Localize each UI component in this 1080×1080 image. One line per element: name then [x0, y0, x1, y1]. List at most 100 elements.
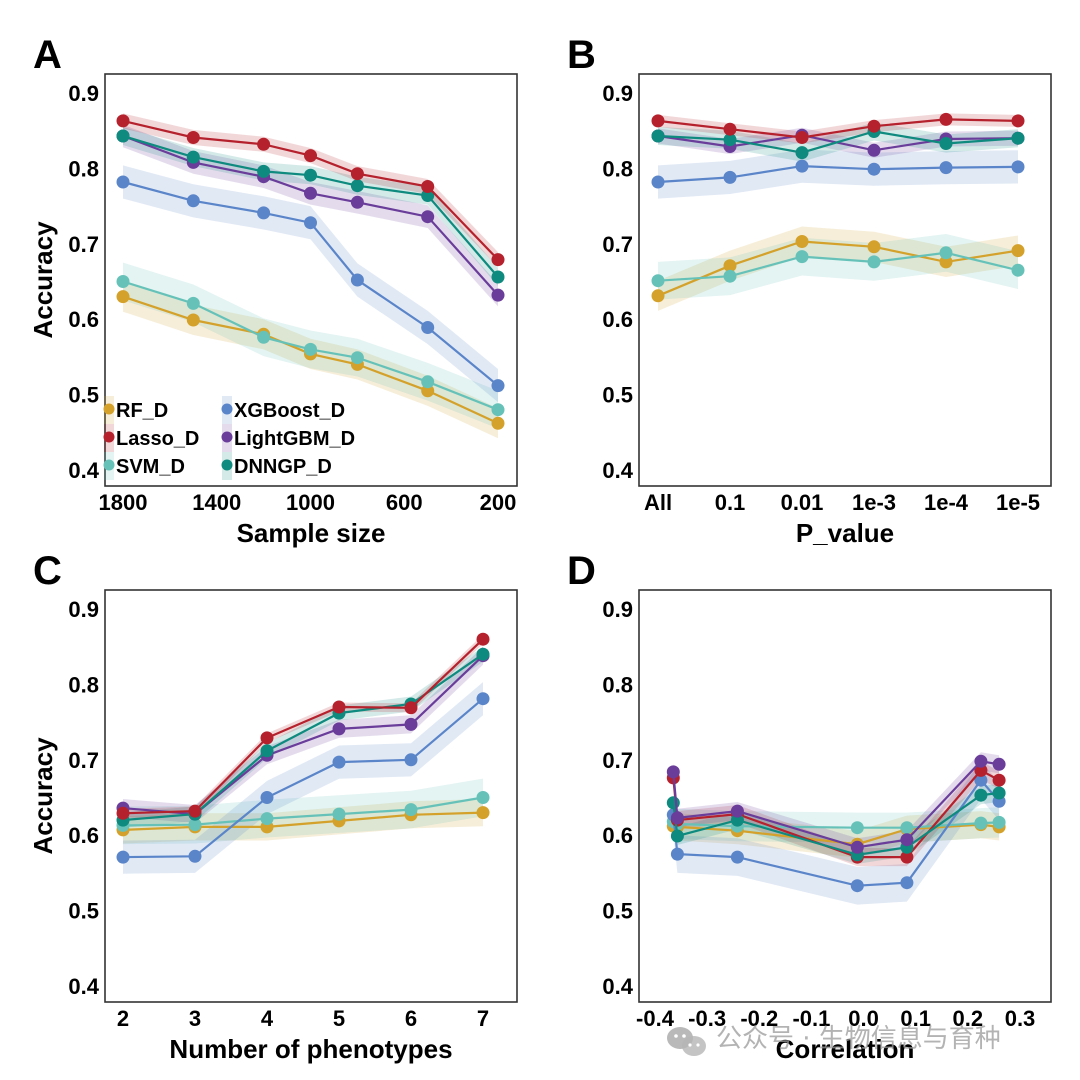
- legend-label: DNNGP_D: [234, 456, 332, 478]
- data-point: [421, 189, 435, 202]
- data-point: [867, 255, 881, 269]
- data-point: [867, 240, 881, 254]
- legend-label: SVM_D: [116, 456, 185, 478]
- data-point: [186, 296, 200, 310]
- data-point: [257, 164, 271, 178]
- data-point: [186, 194, 200, 208]
- data-point: [350, 195, 364, 209]
- data-point: [795, 131, 809, 144]
- x-tick-label: 3: [189, 1006, 201, 1031]
- data-point: [260, 744, 274, 758]
- band-lightgbm-d: [123, 124, 498, 307]
- legend-item-xgboost-d: XGBoost_D: [221, 396, 345, 424]
- series-lasso-d: [651, 112, 1025, 144]
- data-point: [939, 137, 953, 150]
- x-tick-label: All: [644, 490, 672, 515]
- x-tick-label: 0.01: [781, 490, 824, 515]
- x-tick-label: 6: [405, 1006, 417, 1031]
- x-tick-label: 1e-5: [996, 490, 1040, 515]
- y-tick-label: 0.9: [68, 597, 99, 622]
- watermark-text: 公众号 · 生物信息与育种: [716, 1024, 1001, 1054]
- panel-letter: A: [33, 33, 62, 77]
- x-tick-label: 200: [480, 490, 517, 515]
- data-point: [666, 765, 680, 779]
- x-tick-label: 0.1: [900, 1006, 931, 1031]
- data-point: [1011, 114, 1025, 128]
- data-point: [723, 122, 737, 136]
- y-tick-label: 0.8: [602, 156, 633, 181]
- data-point: [992, 815, 1006, 829]
- panel-d: D0.9 0.8 0.7 0.6 0.5 0.4-0.4 -0.3 -0.2 -0.1 0.0 0.…: [567, 549, 1052, 1064]
- data-point: [974, 754, 988, 768]
- data-point: [651, 274, 665, 288]
- data-point: [1011, 244, 1025, 258]
- data-point: [730, 850, 744, 864]
- data-point: [795, 159, 809, 173]
- data-point: [257, 206, 271, 220]
- data-point: [116, 114, 130, 128]
- series-svm-d: [651, 246, 1025, 288]
- band-xgboost-d: [123, 682, 483, 874]
- x-tick-label: 0.1: [715, 490, 746, 515]
- data-point: [900, 850, 914, 864]
- data-point: [974, 816, 988, 830]
- x-tick-label: 5: [333, 1006, 345, 1031]
- x-tick-label: -0.1: [792, 1006, 830, 1031]
- data-point: [491, 270, 505, 284]
- y-tick-label: 0.5: [68, 899, 99, 924]
- legend-marker: [103, 459, 115, 471]
- x-tick-label: 7: [477, 1006, 489, 1031]
- x-axis-label: Sample size: [237, 518, 386, 548]
- y-tick-label: 0.4: [68, 974, 99, 999]
- data-point: [476, 647, 490, 661]
- series-line: [122, 654, 484, 816]
- band-lasso-d: [123, 634, 483, 818]
- data-point: [116, 275, 130, 288]
- data-point: [350, 351, 364, 365]
- data-point: [939, 161, 953, 175]
- series-line: [657, 118, 1019, 139]
- legend-item-svm-d: SVM_D: [103, 452, 185, 480]
- series-xgboost-d: [116, 175, 505, 393]
- x-tick-label: 0.3: [1005, 1006, 1036, 1031]
- data-point: [491, 379, 505, 393]
- data-point: [1011, 160, 1025, 174]
- data-point: [1011, 131, 1025, 145]
- legend-item-lightgbm-d: LightGBM_D: [221, 424, 355, 452]
- panel-letter: B: [567, 33, 596, 77]
- data-point: [257, 330, 271, 344]
- series-line: [657, 240, 1019, 297]
- data-point: [350, 167, 364, 181]
- x-tick-label: 1e-3: [852, 490, 896, 515]
- data-point: [186, 131, 200, 144]
- data-point: [992, 757, 1006, 771]
- data-point: [260, 731, 274, 745]
- series-xgboost-d: [116, 692, 490, 864]
- plot-frame: [638, 73, 1052, 487]
- y-tick-label: 0.9: [602, 597, 633, 622]
- data-point: [304, 168, 317, 182]
- data-point: [404, 701, 418, 715]
- data-point: [116, 175, 130, 189]
- plot-area: [105, 74, 517, 486]
- data-point: [867, 143, 881, 157]
- data-point: [186, 150, 200, 164]
- plot-area: [105, 590, 517, 1002]
- band-svm-d: [658, 234, 1018, 300]
- data-point: [867, 119, 881, 133]
- band-rf-d: [673, 811, 1000, 858]
- data-point: [670, 811, 684, 825]
- x-tick-label: -0.4: [636, 1006, 675, 1031]
- data-point: [666, 796, 680, 810]
- data-point: [350, 273, 364, 287]
- y-tick-label: 0.4: [602, 974, 633, 999]
- y-tick-label: 0.9: [68, 81, 99, 106]
- data-point: [421, 375, 435, 389]
- series-line: [122, 796, 484, 827]
- data-point: [421, 384, 435, 398]
- series-dnngp-d: [666, 786, 1006, 862]
- data-point: [670, 829, 684, 843]
- data-point: [795, 250, 809, 264]
- data-point: [795, 146, 809, 160]
- x-tick-label: 4: [261, 1006, 274, 1031]
